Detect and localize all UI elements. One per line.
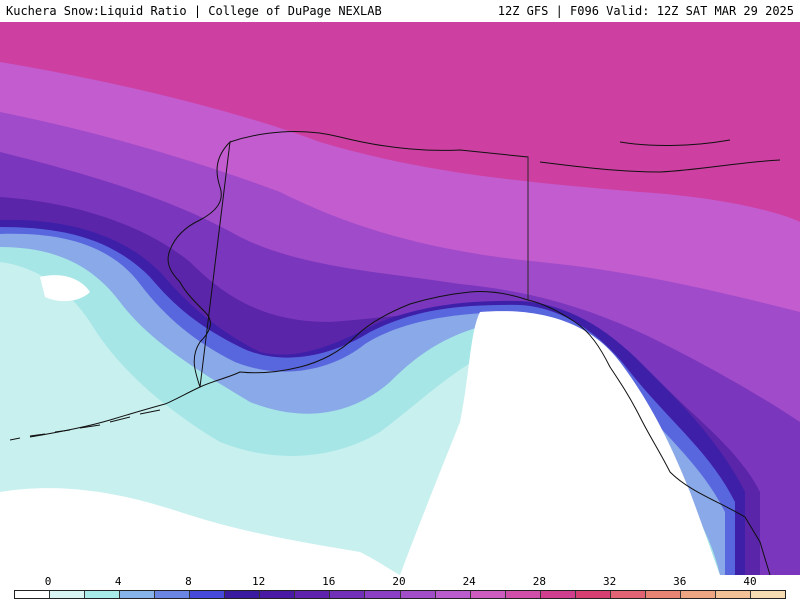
colorbar-ticks: 0 4 8 12 16 20 24 28 32 36 40	[0, 575, 800, 589]
colorbar-swatch	[15, 591, 51, 598]
colorbar-swatch	[575, 591, 611, 598]
field-ocean-white	[400, 311, 720, 575]
colorbar-swatch	[50, 591, 86, 598]
colorbar-swatch	[85, 591, 121, 598]
colorbar-swatch	[365, 591, 401, 598]
colorbar-tick-label: 28	[532, 575, 547, 588]
colorbar-swatch	[330, 591, 366, 598]
colorbar-tick-label: 36	[673, 575, 687, 588]
colorbar: 0 4 8 12 16 20 24 28 32 36 40	[0, 575, 800, 600]
map-panel	[0, 22, 800, 575]
colorbar-swatch	[750, 591, 786, 598]
colorbar-strip	[14, 590, 786, 599]
canada-coastline	[527, 299, 771, 575]
colorbar-tick-label: 8	[185, 575, 192, 588]
field-ocean-white-sw	[0, 488, 400, 575]
colorbar-swatch	[120, 591, 156, 598]
colorbar-tick-label: 16	[322, 575, 336, 588]
aleutian-islands	[9, 409, 161, 441]
colorbar-swatch	[470, 591, 506, 598]
colorbar-tick-label: 12	[251, 575, 266, 588]
colorbar-tick-label: 20	[392, 575, 406, 588]
colorbar-swatch	[435, 591, 471, 598]
colorbar-swatch	[295, 591, 331, 598]
field-ocean-white-nw	[40, 275, 90, 302]
colorbar-swatch	[260, 591, 296, 598]
colorbar-swatch	[225, 591, 261, 598]
colorbar-swatch	[540, 591, 576, 598]
valid-time: 12Z GFS | F096 Valid: 12Z SAT MAR 29 202…	[497, 4, 794, 18]
colorbar-tick-label: 40	[743, 575, 757, 588]
arctic-islands	[539, 139, 781, 173]
colorbar-tick-label: 4	[114, 575, 122, 588]
colorbar-swatch	[680, 591, 716, 598]
header-bar: Kuchera Snow:Liquid Ratio | College of D…	[0, 0, 800, 22]
colorbar-swatch	[715, 591, 751, 598]
snow-ratio-map	[0, 22, 800, 575]
colorbar-swatch	[505, 591, 541, 598]
colorbar-swatch	[645, 591, 681, 598]
colorbar-tick-label: 0	[44, 575, 52, 588]
colorbar-tick-label: 32	[602, 575, 617, 588]
colorbar-swatch	[400, 591, 436, 598]
product-title: Kuchera Snow:Liquid Ratio | College of D…	[6, 4, 382, 18]
colorbar-swatch	[155, 591, 191, 598]
colorbar-swatch	[190, 591, 226, 598]
colorbar-swatch	[610, 591, 646, 598]
alaska-coastline	[29, 131, 529, 438]
colorbar-tick-label: 24	[462, 575, 476, 588]
